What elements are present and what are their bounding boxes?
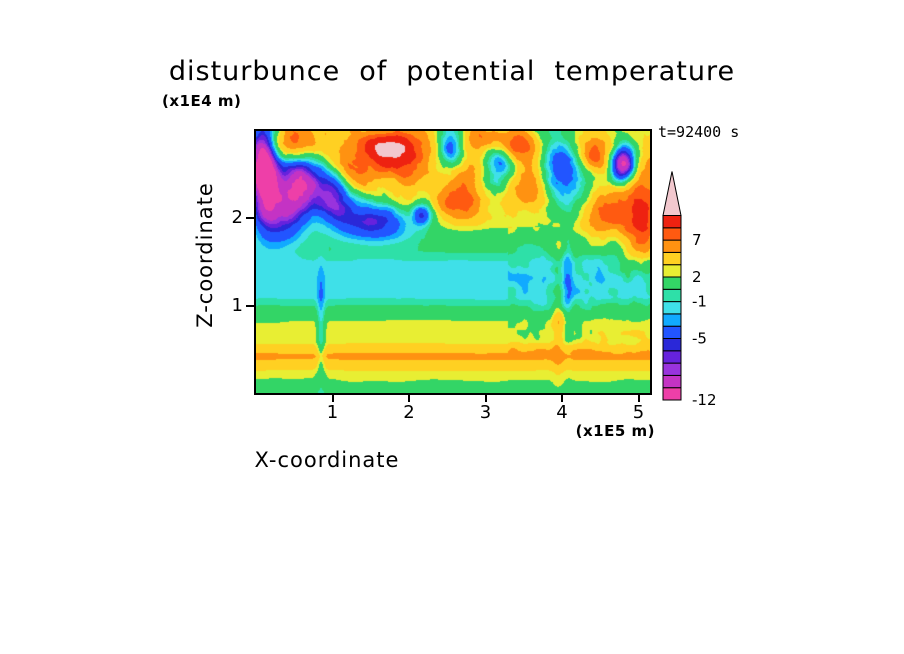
colorbar-segment <box>662 325 682 339</box>
x-tick-label: 3 <box>479 402 492 423</box>
x-tick-label: 4 <box>556 402 568 423</box>
y-tick-label: 1 <box>231 294 243 316</box>
x-tick-label: 5 <box>632 402 645 423</box>
colorbar-label: 7 <box>692 231 702 249</box>
colorbar-segment <box>662 301 682 315</box>
chart-title: disturbunce of potential temperature <box>168 56 736 87</box>
colorbar-svg: 7 2 -1 -5 -12 <box>662 171 717 409</box>
colorbar-arrow <box>662 171 682 216</box>
colorbar-segment <box>662 264 682 278</box>
colorbar-segment <box>662 215 682 229</box>
x-axis-unit-label: (x1E5 m) <box>575 422 655 440</box>
colorbar-segment <box>662 239 682 253</box>
contour-plot-area <box>254 129 652 395</box>
x-tick-label: 2 <box>403 402 415 423</box>
colorbar: 7 2 -1 -5 -12 <box>662 148 752 410</box>
colorbar-segment <box>662 276 682 290</box>
colorbar-segment <box>662 362 682 376</box>
colorbar-label: -1 <box>692 293 707 311</box>
y-tick-label: 2 <box>231 207 243 229</box>
colorbar-segment <box>662 350 682 364</box>
colorbar-label: -5 <box>692 330 707 348</box>
colorbar-label: 2 <box>692 268 702 286</box>
y-axis-label: Z-coordinate <box>193 182 217 328</box>
y-axis-unit-label: (x1E4 m) <box>162 92 242 110</box>
y-tick-mark <box>246 217 254 220</box>
colorbar-label: -12 <box>692 391 717 409</box>
colorbar-segment <box>662 374 682 389</box>
colorbar-segment <box>662 338 682 352</box>
x-tick-mark <box>561 395 564 402</box>
colorbar-segment <box>662 387 682 401</box>
time-annotation: t=92400 s <box>658 123 740 141</box>
x-tick-mark <box>484 395 487 402</box>
colorbar-segment <box>662 288 682 303</box>
contour-field-canvas <box>256 131 650 393</box>
colorbar-segment <box>662 251 682 266</box>
y-tick-mark <box>246 304 254 307</box>
x-tick-mark <box>331 395 334 402</box>
x-tick-mark <box>637 395 640 402</box>
x-tick-label: 1 <box>326 402 339 423</box>
colorbar-segment <box>662 313 682 327</box>
colorbar-segment <box>662 227 682 241</box>
x-axis-label: X-coordinate <box>254 448 400 472</box>
x-tick-mark <box>408 395 410 402</box>
